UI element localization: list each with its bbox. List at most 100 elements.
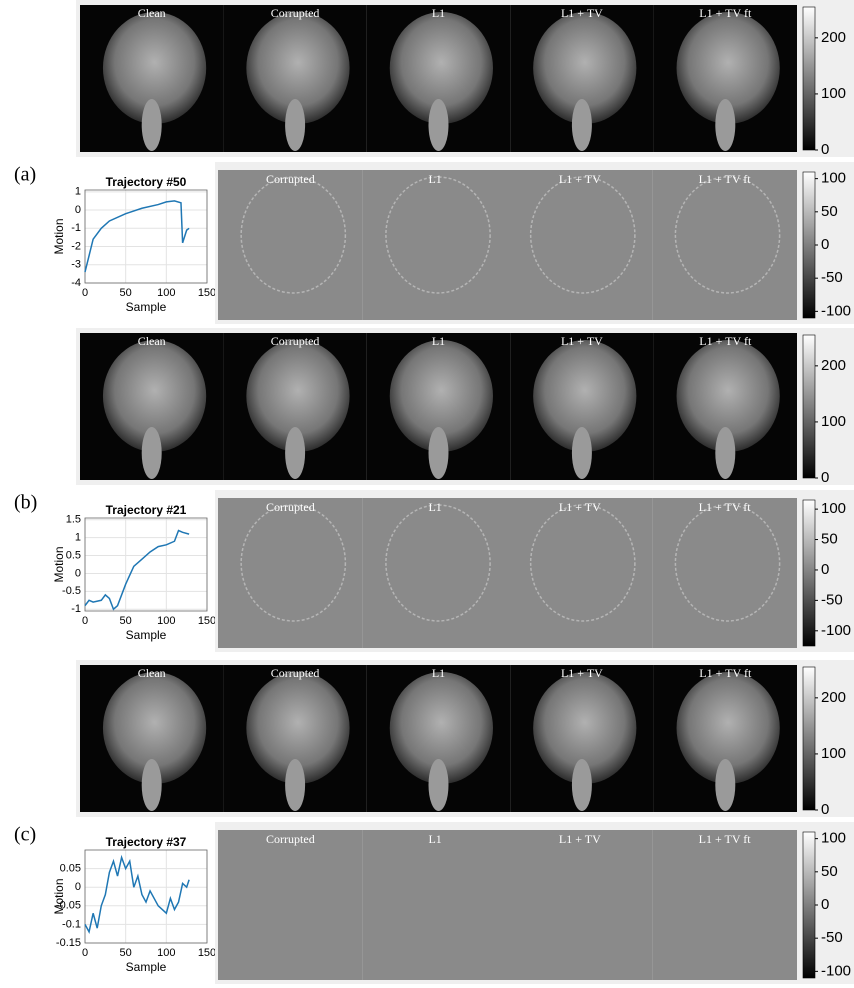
mri-head — [102, 12, 207, 124]
image-label: L1 — [432, 6, 445, 20]
colorbar — [802, 499, 816, 647]
difference-image — [362, 170, 508, 320]
mri-brainstem — [571, 99, 592, 151]
image-label: L1 + TV ft — [699, 666, 752, 680]
image-label: L1 + TV — [561, 666, 603, 680]
difference-image — [362, 498, 508, 648]
motion-line — [84, 529, 190, 611]
x-tick-label: 100 — [157, 947, 175, 959]
colorbar-tick-label: 0 — [821, 469, 829, 486]
mri-head — [676, 340, 780, 452]
difference-edges — [674, 504, 781, 622]
mri-head — [533, 672, 637, 784]
mri-brainstem — [715, 759, 736, 811]
image-label: Clean — [138, 666, 166, 680]
mri-brainstem — [428, 99, 449, 151]
colorbar-tick-label: 50 — [821, 863, 838, 880]
mri-brainstem — [571, 759, 592, 811]
colorbar — [802, 6, 816, 151]
y-tick-label: 0 — [75, 567, 81, 579]
image-label: L1 — [432, 334, 445, 348]
image-label: Corrupted — [266, 172, 315, 186]
colorbar-tick-label: 0 — [821, 896, 829, 913]
y-tick-label: -4 — [71, 277, 81, 289]
x-tick-label: 0 — [82, 947, 88, 959]
x-tick-label: 150 — [198, 947, 216, 959]
image-label: L1 + TV — [561, 6, 603, 20]
x-tick-label: 0 — [82, 615, 88, 627]
trajectory-box — [45, 820, 215, 985]
image-label: Corrupted — [271, 334, 320, 348]
colorbar-tick-label: -50 — [821, 929, 843, 946]
colorbar-tick-label: -100 — [821, 962, 851, 979]
y-tick-label: 0.5 — [66, 549, 81, 561]
mri-head — [676, 12, 780, 124]
plot-title: Trajectory #50 — [106, 175, 187, 189]
mri-head — [102, 340, 207, 452]
x-tick-label: 50 — [120, 947, 132, 959]
colorbar-tick-label: -50 — [821, 269, 843, 286]
colorbar-tick-label: 100 — [821, 85, 846, 102]
colorbar-tick-label: 100 — [821, 500, 846, 517]
x-axis-label: Sample — [126, 300, 167, 314]
y-tick-label: -0.05 — [56, 900, 81, 912]
image-label: L1 + TV — [559, 172, 601, 186]
y-tick-label: 1.5 — [66, 514, 81, 526]
colorbar-tick-label: 0 — [821, 236, 829, 253]
mri-brainstem — [285, 99, 306, 151]
colorbar-tick-label: 100 — [821, 170, 846, 187]
difference-image — [507, 498, 653, 648]
plot-frame — [84, 849, 208, 944]
mri-head — [246, 672, 350, 784]
difference-image — [218, 830, 363, 980]
y-tick-label: -2 — [71, 240, 81, 252]
y-tick-label: 0 — [75, 204, 81, 216]
image-label: Corrupted — [271, 666, 320, 680]
difference-image — [652, 170, 797, 320]
x-axis-label: Sample — [126, 960, 167, 974]
mri-head — [533, 12, 637, 124]
y-axis-label: Motion — [52, 218, 66, 254]
colorbar — [802, 171, 816, 319]
trajectory-box — [45, 160, 215, 325]
colorbar-tick-label: 50 — [821, 531, 838, 548]
image-label: Clean — [138, 334, 166, 348]
image-label: L1 — [428, 500, 441, 514]
x-axis-label: Sample — [126, 628, 167, 642]
colorbar-tick-label: 50 — [821, 203, 838, 220]
colorbar-tick-label: -100 — [821, 622, 851, 639]
y-tick-label: -1 — [71, 603, 81, 615]
colorbar — [802, 831, 816, 979]
difference-image — [362, 830, 508, 980]
difference-edges — [385, 176, 491, 294]
image-label: L1 + TV ft — [699, 172, 752, 186]
mri-brainstem — [428, 759, 449, 811]
colorbar — [802, 334, 816, 479]
colorbar-tick-label: 200 — [821, 29, 846, 46]
motion-line — [84, 200, 190, 273]
mri-head — [389, 672, 493, 784]
colorbar-tick-label: 100 — [821, 830, 846, 847]
colorbar-tick-label: -50 — [821, 591, 843, 608]
colorbar-tick-label: 100 — [821, 745, 846, 762]
image-label: Corrupted — [266, 832, 315, 846]
y-axis-label: Motion — [52, 878, 66, 914]
y-tick-label: 1 — [75, 532, 81, 544]
mri-head — [389, 12, 493, 124]
panel-label: (a) — [14, 164, 36, 186]
difference-image — [652, 830, 797, 980]
difference-image — [218, 498, 363, 648]
y-tick-label: 0 — [75, 881, 81, 893]
x-tick-label: 50 — [120, 615, 132, 627]
y-tick-label: -1 — [71, 222, 81, 234]
colorbar-tick-label: -100 — [821, 302, 851, 319]
panel-label: (b) — [14, 492, 37, 514]
mri-head — [246, 12, 350, 124]
y-tick-label: -0.1 — [62, 918, 81, 930]
difference-edges — [529, 504, 636, 622]
panel-label: (c) — [14, 824, 36, 846]
image-label: L1 + TV ft — [699, 334, 752, 348]
y-tick-label: -0.5 — [62, 585, 81, 597]
mri-head — [246, 340, 350, 452]
